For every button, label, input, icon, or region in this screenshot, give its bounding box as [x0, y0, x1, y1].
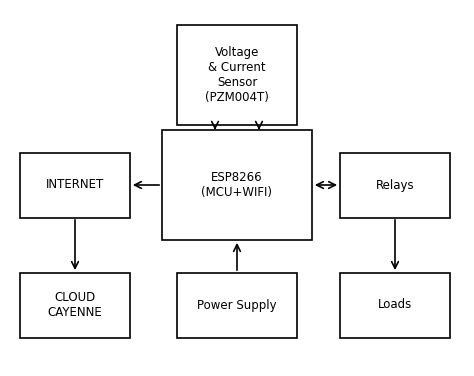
Bar: [162, 130, 312, 240]
Bar: [20, 153, 130, 217]
Text: Loads: Loads: [378, 299, 412, 311]
Bar: [177, 25, 297, 125]
Bar: [20, 273, 130, 338]
Text: CLOUD
CAYENNE: CLOUD CAYENNE: [47, 291, 102, 319]
Text: Power Supply: Power Supply: [197, 299, 277, 311]
Bar: [177, 273, 297, 338]
Bar: [340, 273, 450, 338]
Text: ESP8266
(MCU+WIFI): ESP8266 (MCU+WIFI): [201, 171, 273, 199]
Bar: [340, 153, 450, 217]
Text: Voltage
& Current
Sensor
(PZM004T): Voltage & Current Sensor (PZM004T): [205, 46, 269, 104]
Text: INTERNET: INTERNET: [46, 179, 104, 191]
Text: Relays: Relays: [376, 179, 414, 191]
